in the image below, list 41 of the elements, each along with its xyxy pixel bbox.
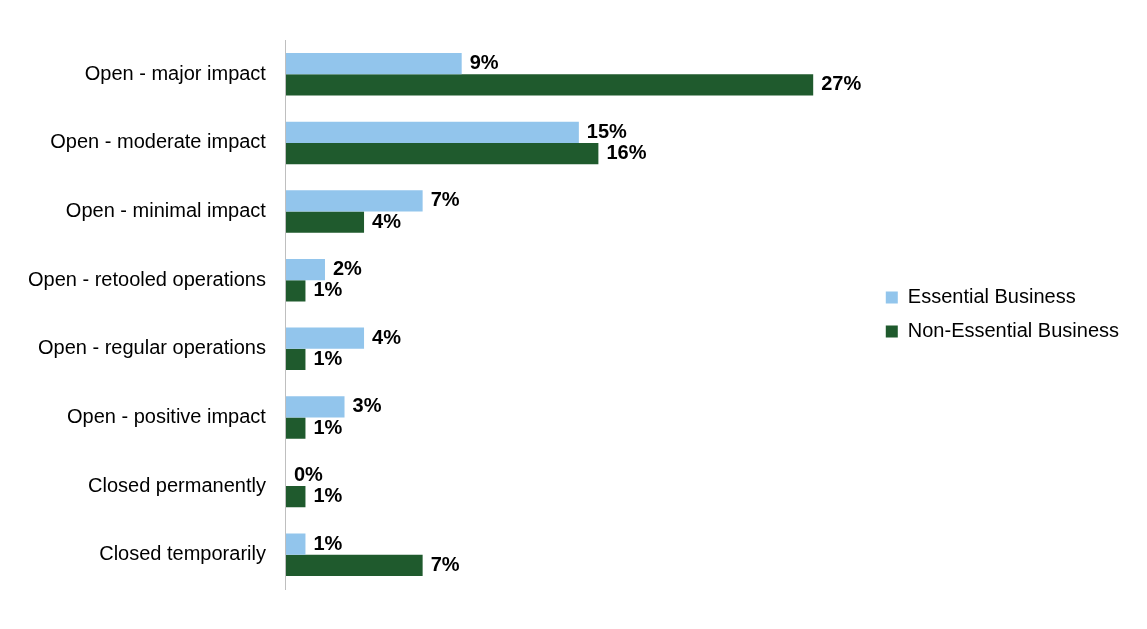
y-tick-label: Open - retooled operations <box>27 267 266 290</box>
data-label: 1% <box>313 346 343 369</box>
data-label: 1% <box>313 484 343 507</box>
bar <box>285 417 306 439</box>
y-tick-label: Closed permanently <box>88 473 266 496</box>
data-label: 0% <box>293 462 324 485</box>
bar <box>285 53 462 75</box>
bar <box>285 554 423 576</box>
data-label: 4% <box>372 325 402 348</box>
bar <box>285 280 306 302</box>
data-label: 1% <box>313 415 343 438</box>
data-label: 15% <box>586 119 628 142</box>
data-label: 9% <box>469 51 499 74</box>
bar <box>285 486 306 508</box>
bar <box>285 533 306 555</box>
data-label: 4% <box>372 209 402 232</box>
legend-label: Non-Essential Business <box>907 319 1120 342</box>
data-label: 2% <box>332 257 363 280</box>
y-tick-label: Open - minimal impact <box>65 199 267 222</box>
data-label: 1% <box>313 278 343 301</box>
y-tick-label: Open - positive impact <box>66 404 267 427</box>
data-label: 1% <box>313 531 343 554</box>
data-label: 27% <box>821 72 862 95</box>
legend-label: Essential Business <box>907 285 1076 308</box>
y-tick-label: Open - major impact <box>84 61 267 84</box>
data-label: 7% <box>430 552 460 575</box>
bar <box>285 142 599 165</box>
bar <box>285 396 345 418</box>
bar <box>285 327 365 349</box>
bar <box>285 190 423 212</box>
y-tick-label: Open - moderate impact <box>50 130 267 153</box>
bar <box>285 211 365 233</box>
bar <box>285 121 579 143</box>
y-tick-label: Open - regular operations <box>38 336 266 359</box>
bar <box>285 258 325 281</box>
y-tick-label: Closed temporarily <box>99 542 266 565</box>
data-label: 16% <box>606 141 647 164</box>
bar <box>285 74 814 96</box>
bar <box>285 348 306 371</box>
data-label: 3% <box>352 394 382 417</box>
data-label: 7% <box>430 188 460 211</box>
